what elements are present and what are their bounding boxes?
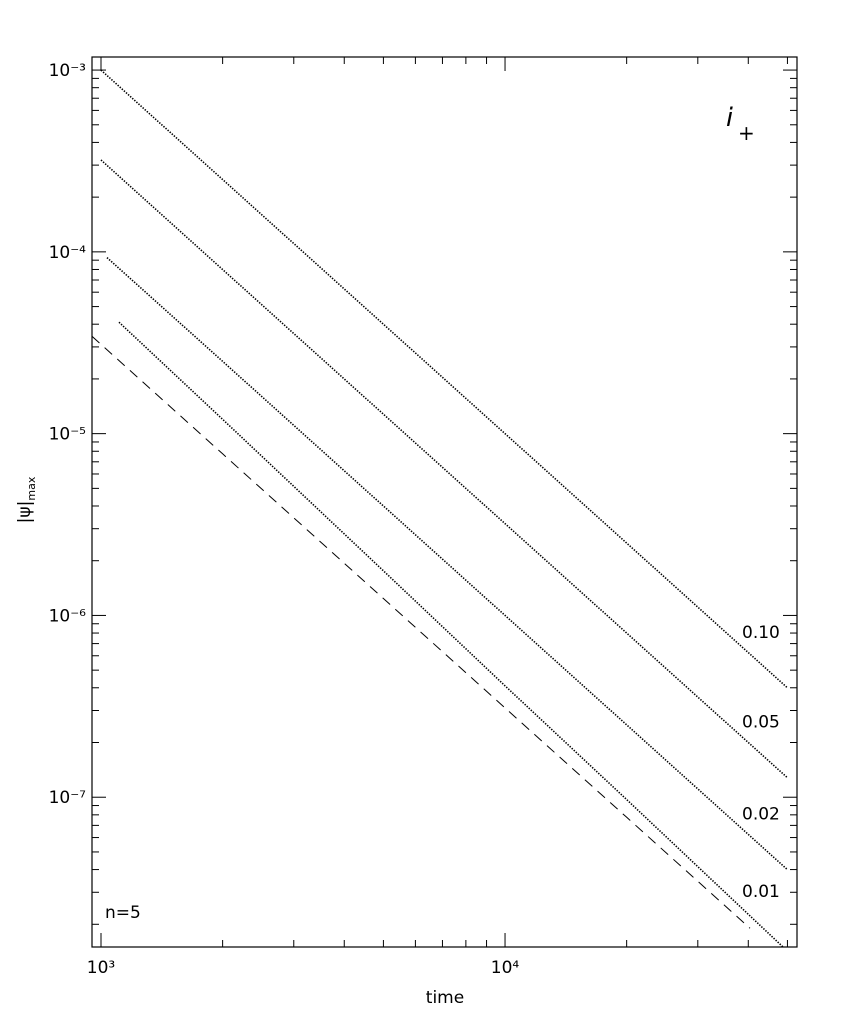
annotation: n=5 — [105, 903, 141, 923]
y-tick-label: 10⁻⁴ — [49, 243, 87, 263]
y-tick-label: 10⁻⁷ — [49, 788, 87, 808]
y-tick-label: 10⁻⁶ — [49, 606, 87, 626]
legend-title: i̇ — [726, 103, 733, 133]
series-label: 0.02 — [742, 805, 780, 825]
y-axis-label: |ψ|max — [15, 476, 38, 523]
series-label: 0.05 — [742, 713, 780, 733]
y-label-sub: max — [25, 476, 38, 500]
x-tick-label: 10⁴ — [491, 958, 520, 978]
series-line — [100, 159, 788, 779]
series-label: 0.01 — [742, 882, 780, 902]
y-axis-label-main: |ψ|max — [15, 476, 38, 523]
legend-title-sub: + — [738, 121, 755, 145]
y-tick-label: 10⁻⁵ — [49, 425, 86, 445]
series-line — [118, 321, 784, 947]
y-tick-label: 10⁻³ — [49, 61, 86, 81]
y-label-main: |ψ| — [15, 501, 35, 524]
series-label: 0.10 — [742, 623, 780, 643]
x-tick-label: 10³ — [87, 958, 115, 978]
series-line — [92, 335, 751, 929]
series-line — [100, 69, 788, 689]
series-line — [106, 257, 788, 871]
x-axis-label: time — [426, 988, 464, 1008]
plot-frame — [91, 56, 798, 948]
